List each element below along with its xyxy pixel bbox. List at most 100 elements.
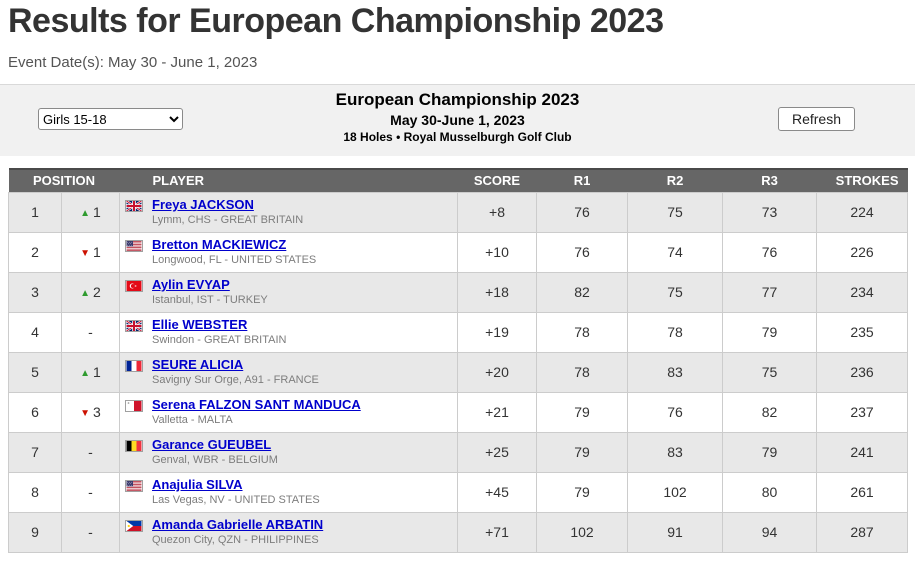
- player-cell: Aylin EVYAP Istanbul, IST - TURKEY: [119, 271, 458, 313]
- position-value: 5: [31, 364, 39, 380]
- position-cell: 8: [8, 471, 62, 513]
- refresh-button[interactable]: Refresh: [777, 107, 855, 131]
- r1-cell: 76: [536, 231, 628, 273]
- player-location: Genval, WBR - BELGIUM: [152, 454, 278, 466]
- player-link[interactable]: Aylin EVYAP: [152, 277, 230, 292]
- strokes-cell: 224: [816, 191, 908, 233]
- gb-flag-icon: [125, 200, 143, 212]
- movement-value: 2: [93, 284, 101, 300]
- r1-cell: 79: [536, 391, 628, 433]
- movement-cell: ▼ 3: [61, 391, 120, 433]
- player-link[interactable]: Anajulia SILVA: [152, 477, 243, 492]
- movement-cell: ▲ 1: [61, 351, 120, 393]
- r2-cell: 83: [627, 351, 723, 393]
- position-cell: 7: [8, 431, 62, 473]
- player-cell: Freya JACKSON Lymm, CHS - GREAT BRITAIN: [119, 191, 458, 233]
- page-title: Results for European Championship 2023: [8, 2, 664, 40]
- r3-cell: 76: [722, 231, 817, 273]
- position-cell: 5: [8, 351, 62, 393]
- movement-cell: -: [61, 471, 120, 513]
- position-value: 4: [31, 324, 39, 340]
- header-r3: R3: [722, 168, 817, 192]
- player-link[interactable]: Serena FALZON SANT MANDUCA: [152, 397, 361, 412]
- movement-cell: -: [61, 511, 120, 553]
- table-row: 5 ▲ 1 SEURE ALICIA Savigny Sur Orge, A91 …: [8, 351, 908, 393]
- player-location: Las Vegas, NV - UNITED STATES: [152, 494, 320, 506]
- ph-flag-icon: [125, 520, 143, 532]
- position-value: 8: [31, 484, 39, 500]
- table-header: POSITION PLAYER SCORE R1 R2 R3 STROKES: [8, 168, 908, 192]
- score-cell: +10: [457, 231, 537, 273]
- down-arrow-icon: ▼: [80, 408, 91, 419]
- position-value: 6: [31, 404, 39, 420]
- player-link[interactable]: Bretton MACKIEWICZ: [152, 237, 287, 252]
- movement-cell: -: [61, 311, 120, 353]
- player-link[interactable]: Garance GUEUBEL: [152, 437, 272, 452]
- position-cell: 4: [8, 311, 62, 353]
- position-cell: 9: [8, 511, 62, 553]
- division-select[interactable]: Girls 15-18: [38, 108, 183, 130]
- position-cell: 2: [8, 231, 62, 273]
- strokes-cell: 226: [816, 231, 908, 273]
- player-link[interactable]: Freya JACKSON: [152, 197, 254, 212]
- player-link[interactable]: Ellie WEBSTER: [152, 317, 248, 332]
- r1-cell: 78: [536, 311, 628, 353]
- gb-flag-icon: [125, 320, 143, 332]
- movement-cell: -: [61, 431, 120, 473]
- position-value: 3: [31, 284, 39, 300]
- score-cell: +8: [457, 191, 537, 233]
- toolbar: Girls 15-18 European Championship 2023 M…: [0, 84, 915, 156]
- movement-value: 1: [93, 244, 101, 260]
- player-location: Savigny Sur Orge, A91 - FRANCE: [152, 374, 319, 386]
- position-value: 7: [31, 444, 39, 460]
- r1-cell: 79: [536, 471, 628, 513]
- table-row: 1 ▲ 1 Freya JACKSON Lymm, CHS - GREAT BRI…: [8, 191, 908, 233]
- movement-value: 3: [93, 404, 101, 420]
- score-cell: +25: [457, 431, 537, 473]
- player-cell: Bretton MACKIEWICZ Longwood, FL - UNITED…: [119, 231, 458, 273]
- results-table: POSITION PLAYER SCORE R1 R2 R3 STROKES 1…: [8, 168, 908, 553]
- position-cell: 6: [8, 391, 62, 433]
- r2-cell: 78: [627, 311, 723, 353]
- header-strokes: STROKES: [816, 168, 908, 192]
- r1-cell: 78: [536, 351, 628, 393]
- mt-flag-icon: [125, 400, 143, 412]
- player-link[interactable]: SEURE ALICIA: [152, 357, 244, 372]
- header-r1: R1: [536, 168, 628, 192]
- strokes-cell: 237: [816, 391, 908, 433]
- fr-flag-icon: [125, 360, 143, 372]
- strokes-cell: 235: [816, 311, 908, 353]
- r1-cell: 82: [536, 271, 628, 313]
- strokes-cell: 236: [816, 351, 908, 393]
- r3-cell: 79: [722, 431, 817, 473]
- score-cell: +21: [457, 391, 537, 433]
- table-row: 3 ▲ 2 Aylin EVYAP Istanbul, IST - TURKEY …: [8, 271, 908, 313]
- r1-cell: 76: [536, 191, 628, 233]
- player-location: Valletta - MALTA: [152, 414, 233, 426]
- tournament-dates: May 30-June 1, 2023: [390, 112, 525, 128]
- table-row: 4 - Ellie WEBSTER Swindon - GREAT BRITAI…: [8, 311, 908, 353]
- us-flag-icon: [125, 240, 143, 252]
- r3-cell: 82: [722, 391, 817, 433]
- player-link[interactable]: Amanda Gabrielle ARBATIN: [152, 517, 324, 532]
- r2-cell: 75: [627, 271, 723, 313]
- player-location: Lymm, CHS - GREAT BRITAIN: [152, 214, 304, 226]
- r2-cell: 91: [627, 511, 723, 553]
- score-cell: +18: [457, 271, 537, 313]
- player-cell: Garance GUEUBEL Genval, WBR - BELGIUM: [119, 431, 458, 473]
- table-row: 7 - Garance GUEUBEL Genval, WBR - BELGIU…: [8, 431, 908, 473]
- score-cell: +45: [457, 471, 537, 513]
- position-value: 1: [31, 204, 39, 220]
- movement-value: -: [88, 324, 93, 340]
- r3-cell: 79: [722, 311, 817, 353]
- up-arrow-icon: ▲: [80, 288, 91, 299]
- r2-cell: 76: [627, 391, 723, 433]
- up-arrow-icon: ▲: [80, 208, 91, 219]
- position-value: 2: [31, 244, 39, 260]
- player-location: Quezon City, QZN - PHILIPPINES: [152, 534, 319, 546]
- player-cell: SEURE ALICIA Savigny Sur Orge, A91 - FRA…: [119, 351, 458, 393]
- header-score: SCORE: [457, 168, 537, 192]
- r3-cell: 94: [722, 511, 817, 553]
- movement-cell: ▲ 1: [61, 191, 120, 233]
